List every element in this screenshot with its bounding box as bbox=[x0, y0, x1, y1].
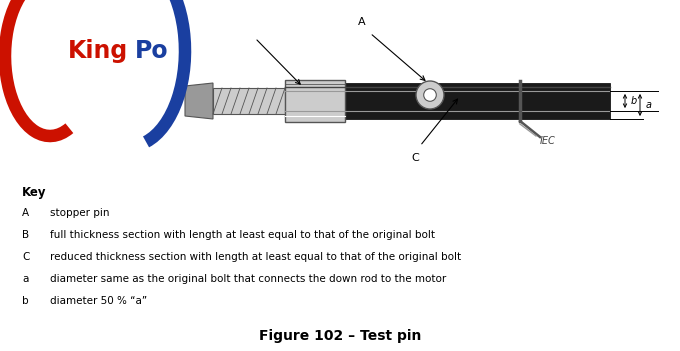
Text: B: B bbox=[22, 230, 29, 240]
Text: Key: Key bbox=[22, 186, 46, 199]
Bar bbox=[285, 80, 345, 122]
Text: IEC: IEC bbox=[540, 136, 556, 146]
Text: diameter same as the original bolt that connects the down rod to the motor: diameter same as the original bolt that … bbox=[50, 274, 446, 284]
Text: full thickness section with length at least equal to that of the original bolt: full thickness section with length at le… bbox=[50, 230, 435, 240]
Text: stopper pin: stopper pin bbox=[50, 208, 109, 218]
Text: diameter 50 % “a”: diameter 50 % “a” bbox=[50, 296, 147, 306]
Text: A: A bbox=[22, 208, 29, 218]
Circle shape bbox=[416, 81, 444, 109]
Text: a: a bbox=[22, 274, 29, 284]
Text: Po: Po bbox=[135, 39, 169, 63]
Text: King: King bbox=[68, 39, 129, 63]
Bar bbox=[285, 83, 610, 119]
Text: A: A bbox=[358, 17, 366, 27]
Text: reduced thickness section with length at least equal to that of the original bol: reduced thickness section with length at… bbox=[50, 252, 461, 262]
Text: C: C bbox=[411, 153, 419, 163]
Polygon shape bbox=[185, 83, 213, 119]
Text: b: b bbox=[22, 296, 29, 306]
Text: Figure 102 – Test pin: Figure 102 – Test pin bbox=[259, 329, 421, 343]
Text: b: b bbox=[631, 96, 637, 106]
Bar bbox=[213, 88, 285, 114]
Circle shape bbox=[424, 89, 437, 101]
Text: a: a bbox=[646, 100, 652, 110]
Text: C: C bbox=[22, 252, 29, 262]
